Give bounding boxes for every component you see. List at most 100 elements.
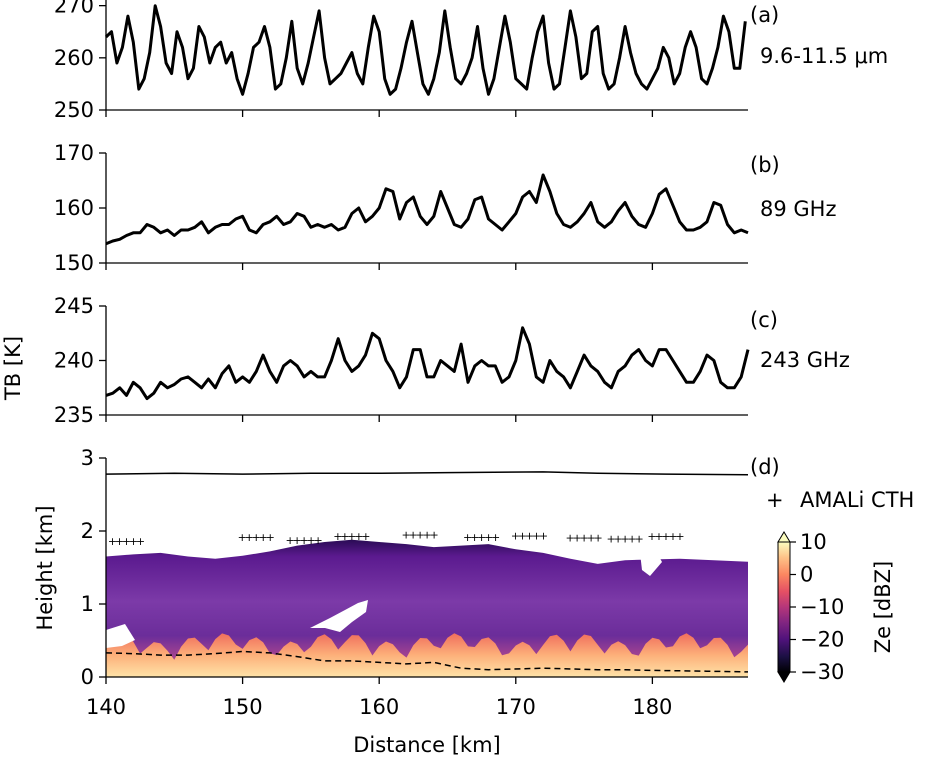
cth-marker: + [108,535,117,548]
panel-a: 250 260 270 (a) 9.6-11.5 μm [54,0,888,122]
ytick-label: 160 [54,196,94,220]
radar-curtain [106,539,748,677]
xtick-label: 140 [86,695,126,719]
colorbar-tick-label: 10 [800,530,827,554]
cth-marker: + [491,531,500,544]
colorbar-tick-label: −20 [800,628,844,652]
cth-marker: + [654,530,663,543]
legend-label: AMALi CTH [800,488,914,512]
colorbar-tick-label: −10 [800,595,844,619]
panel-b-label: (b) [750,153,780,177]
cloud-top-line [105,471,749,476]
panel-d: +++++ +++++ +++++ +++++ +++++ +++++ +++++ +++++… [33,446,914,757]
legend-marker: + [766,488,784,512]
colorbar-ticks: −30 −20 −10 0 10 [790,530,844,684]
cth-marker: + [136,535,145,548]
cth-marker: + [484,531,493,544]
height-axis-label: Height [km] [33,505,57,630]
panel-c-label: (c) [750,308,778,332]
cth-marker: + [423,529,432,542]
ytick-label: 3 [81,446,94,470]
xtick-label: 160 [359,695,399,719]
panel-b: 150 160 170 (b) 89 GHz [54,141,837,275]
cth-marker: + [115,535,124,548]
cth-marker: + [347,530,356,543]
cth-marker: + [292,534,301,547]
cth-marker: + [518,529,527,542]
radar-precip-area [106,633,748,677]
ytick-label: 1 [81,592,94,616]
cth-marker: + [361,530,370,543]
colorbar-tick-label: −30 [800,660,844,684]
cth-marker: + [299,534,308,547]
cth-marker: + [266,531,275,544]
ytick-label: 0 [81,665,94,689]
cth-marker: + [285,534,294,547]
cth-marker: + [259,531,268,544]
distance-axis-label: Distance [km] [353,733,501,757]
panel-b-yticks: 150 160 170 [54,141,654,275]
cth-marker: + [586,532,595,545]
cth-marker: + [572,532,581,545]
colorbar: −30 −20 −10 0 10 Ze [dBZ] [777,530,895,684]
ytick-label: 170 [54,141,94,165]
ytick-label: 150 [54,251,94,275]
colorbar-label: Ze [dBZ] [871,561,895,654]
tb-axis-label: TB [K] [1,336,25,401]
cth-marker: + [647,530,656,543]
colorbar-gradient [777,541,791,673]
cth-marker: + [245,531,254,544]
panel-c: 235 240 245 (c) 243 GHz [54,294,850,427]
panel-c-annotation: 243 GHz [760,348,850,372]
xtick-label: 150 [223,695,263,719]
cth-marker: + [606,532,615,545]
cth-marker: + [238,531,247,544]
cth-marker: + [620,532,629,545]
xtick-label: 180 [632,695,672,719]
panel-a-yticks: 250 260 270 [54,0,654,122]
panel-a-series-line [104,4,747,96]
cth-marker: + [627,532,636,545]
ytick-label: 245 [54,294,94,318]
ytick-label: 260 [54,46,94,70]
cth-marker: + [402,529,411,542]
cth-marker: + [430,529,439,542]
radar-gap-patch-left [106,624,135,648]
cth-marker: + [511,529,520,542]
colorbar-top-arrow [777,531,791,543]
panel-b-series-line [105,173,749,246]
ytick-label: 235 [54,403,94,427]
cth-marker: + [634,532,643,545]
cth-marker: + [122,535,131,548]
cth-marker: + [416,529,425,542]
xtick-label: 170 [496,695,536,719]
cth-marker: + [675,530,684,543]
ytick-label: 250 [54,98,94,122]
cth-marker: + [129,535,138,548]
cth-marker: + [525,529,534,542]
panel-c-series-line [105,326,750,401]
colorbar-tick-label: 0 [800,563,813,587]
cth-marker: + [313,534,322,547]
amali-cth-markers: +++++ +++++ +++++ +++++ +++++ +++++ +++++ +++++… [108,529,685,549]
cth-marker: + [477,531,486,544]
cth-marker: + [668,530,677,543]
ytick-label: 240 [54,349,94,373]
cth-marker: + [539,529,548,542]
cth-marker: + [470,531,479,544]
colorbar-bottom-arrow [777,671,791,683]
panel-d-yticks: 0 1 2 3 [81,446,106,689]
ytick-label: 270 [54,0,94,18]
cth-marker: + [463,531,472,544]
cth-marker: + [340,530,349,543]
cth-marker: + [661,530,670,543]
cth-marker: + [613,532,622,545]
cth-marker: + [252,531,261,544]
radar-gap-patch-right [640,549,662,576]
cth-marker: + [579,532,588,545]
radar-gap-patch [310,600,368,632]
panel-a-annotation: 9.6-11.5 μm [760,44,888,68]
cth-marker: + [532,529,541,542]
cth-marker: + [333,530,342,543]
